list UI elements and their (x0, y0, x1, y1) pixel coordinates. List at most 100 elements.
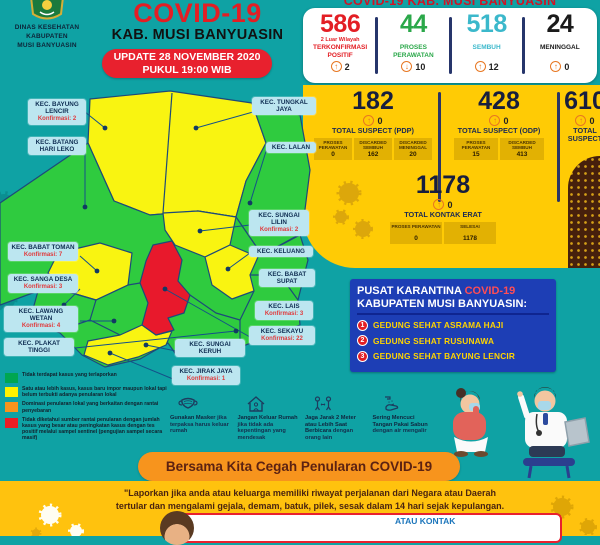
map-label-babat-toman: KEC. BABAT TOMAN Konfirmasi: 7 (8, 242, 78, 261)
suspect-total: 610 ↑ 0 TOTAL SUSPECT (563, 89, 600, 202)
campaign-banner: Bersama Kita Cegah Penularan COVID-19 (138, 452, 460, 481)
border-line (189, 290, 255, 321)
map-label-sungai-lilin: KEC. SUNGAI LILIN Konfirmasi: 2 (249, 210, 309, 236)
suspect-label: TOTAL KONTAK ERAT (404, 210, 482, 219)
karantina-title: PUSAT KARANTINA COVID-19 KABUPATEN MUSI … (357, 285, 549, 315)
operator-avatar (160, 511, 194, 545)
suspect-delta: ↑ 0 (575, 115, 595, 126)
delta-value: 10 (415, 61, 426, 72)
karantina-item: 1 GEDUNG SEHAT ASRAMA HAJI (357, 319, 549, 331)
arrow-up-icon: ↑ (575, 115, 587, 126)
page-title: COVID-19 (133, 0, 262, 28)
distance-icon (314, 396, 332, 411)
legend-swatch-green (5, 373, 18, 383)
tip-jangan-keluar: Jangan Keluar Rumah jika tidak ada kepen… (238, 395, 300, 441)
karantina-title-text: PUSAT KARANTINA (357, 285, 465, 297)
map-label-jirak-jaya: KEC. JIRAK JAYA Konfirmasi: 1 (172, 366, 240, 385)
tip-cuci-tangan: Sering Mencuci Tangan Pakai Sabun dengan… (373, 395, 435, 441)
map-label-sungai-keruh: KEC. SUNGAI KERUH (175, 339, 245, 357)
legend-swatch-orange (5, 402, 18, 413)
stat-terkonfirmasi-positif: 586 2 Luar Wilayah TERKONFIRMASI POSITIF… (306, 12, 374, 79)
agency-line: DINAS KESEHATAN (14, 24, 80, 31)
kontak-erat: 1178 ↑ 0 TOTAL KONTAK ERAT PROSES PERAWA… (343, 173, 543, 244)
karantina-item: 2 GEDUNG SEHAT RUSUNAWA (357, 335, 549, 346)
stat-sembuh: 518 SEMBUH ↑ 12 (453, 12, 521, 79)
breakdown-cell: DISCARDED SEMBUH 162 (354, 138, 392, 160)
suspect-stats-card: 182 ↑ 0 TOTAL SUSPECT (PDP) PROSES PERAW… (303, 85, 600, 268)
number-badge: 1 (357, 319, 368, 331)
suspect-value: 182 (352, 87, 394, 115)
headline-stats-card: 586 2 Luar Wilayah TERKONFIRMASI POSITIF… (303, 8, 597, 83)
arrow-up-icon: ↑ (474, 61, 486, 72)
karantina-item: 3 GEDUNG SEHAT BAYUNG LENCIR (357, 350, 549, 362)
suspect-value: 428 (478, 87, 520, 115)
border-line (95, 282, 141, 301)
arrow-up-icon: ↑ (489, 115, 501, 126)
agency-line: MUSI BANYUASIN (17, 42, 77, 49)
legend-swatch-yellow (5, 387, 18, 397)
map-label-babat-supat: KEC. BABAT SUPAT (259, 269, 315, 287)
wash-hands-icon (384, 396, 398, 411)
divider (438, 92, 441, 202)
update-time: PUKUL 19:00 WIB (142, 64, 232, 76)
map-label-sanga-desa: KEC. SANGA DESA Konfirmasi: 3 (8, 274, 78, 293)
stat-delta: ↓ 10 (401, 61, 425, 72)
stat-proses-perawatan: 44 PROSES PERAWATAN ↓ 10 (379, 12, 447, 79)
suspect-delta: ↑ 0 (363, 115, 383, 126)
hotline-box (178, 513, 562, 543)
stat-note: 2 Luar Wilayah (320, 37, 360, 43)
stat-value: 44 (399, 10, 427, 38)
house-icon (247, 396, 264, 412)
atau-kontak-label: ATAU KONTAK (395, 516, 456, 526)
map-label-lalan: KEC. LALAN (266, 142, 316, 153)
map-legend: Tidak terdapat kasus yang terlaporkan Sa… (5, 372, 167, 445)
suspect-label: TOTAL SUSPECT (PDP) (332, 126, 414, 135)
breakdown-cell: PROSES PERAWATAN 0 (390, 222, 442, 244)
update-badge: UPDATE 28 NOVEMBER 2020 PUKUL 19:00 WIB (102, 49, 272, 78)
karantina-title-covid: COVID-19 (464, 285, 516, 297)
divider (521, 17, 525, 74)
tip-jaga-jarak: Jaga Jarak 2 Meter atau Lebih Saat Berbi… (305, 395, 367, 441)
suspect-delta: ↑ 0 (433, 199, 453, 210)
divider (557, 92, 560, 202)
suspect-breakdown: PROSES PERAWATAN 0 DISCARDED SEMBUH 162 … (314, 138, 432, 160)
breakdown-cell: DISCARDED SEMBUH 413 (500, 138, 544, 160)
arrow-up-icon: ↑ (433, 199, 445, 210)
breakdown-cell: PROSES PERAWATAN 15 (454, 138, 498, 160)
doctor-illustration (453, 387, 590, 479)
suspect-delta: ↑ 0 (489, 115, 509, 126)
clipped-top-title: COVID-19 KAB. MUSI BANYUASIN (343, 0, 557, 8)
quote-line: "Laporkan jika anda atau keluarga memili… (124, 488, 496, 498)
stat-delta: ↑ 12 (474, 61, 499, 72)
divider (375, 17, 379, 74)
suspect-breakdown: PROSES PERAWATAN 0 SELESAI 1178 (390, 222, 496, 244)
arrow-down-icon: ↓ (401, 61, 413, 72)
map-label-bayung-lencir: KEC. BAYUNG LENCIR Konfirmasi: 2 (28, 99, 86, 125)
legend-item: Dominasi penularan lokal yang berkaitan … (5, 401, 167, 414)
stat-value: 518 (466, 10, 508, 38)
legend-item: Satu atau lebih kasus, kasus baru impor … (5, 386, 167, 398)
batik-pattern (568, 156, 600, 268)
delta-value: 0 (589, 115, 595, 126)
karantina-title-line2: KABUPATEN MUSI BANYUASIN: (357, 297, 528, 310)
legend-item: Tidak terdapat kasus yang terlaporkan (5, 372, 167, 383)
suspect-label: TOTAL SUSPECT (567, 126, 600, 143)
border-line (162, 92, 173, 214)
delta-value: 0 (377, 115, 383, 126)
suspect-breakdown: PROSES PERAWATAN 15 DISCARDED SEMBUH 413 (454, 138, 544, 160)
quote-line: tertular dan mengalami gejala, demam, ba… (115, 501, 505, 511)
stat-delta: ↑ 2 (330, 61, 350, 72)
breakdown-cell: DISCARDED MENINGGAL 20 (394, 138, 432, 160)
map-label-lawang-wetan: KEC. LAWANG WETAN Konfirmasi: 4 (4, 306, 78, 332)
virus-decoration-footer-left (30, 503, 84, 536)
legend-swatch-red (5, 417, 18, 428)
breakdown-cell: PROSES PERAWATAN 0 (314, 138, 352, 160)
map-label-keluang: KEC. KELUANG (249, 246, 313, 257)
delta-value: 2 (344, 61, 350, 72)
stat-meninggal: 24 MENINGGAL ↑ 0 (526, 12, 594, 79)
stat-value: 24 (546, 10, 574, 38)
tip-masker: Gunakan Masker jika terpaksa harus kelua… (170, 395, 232, 441)
legend-item: Tidak diketahui sumber rantai penularan … (5, 417, 167, 442)
stat-value: 586 (320, 10, 361, 38)
stat-delta: ↑ 0 (550, 61, 569, 72)
